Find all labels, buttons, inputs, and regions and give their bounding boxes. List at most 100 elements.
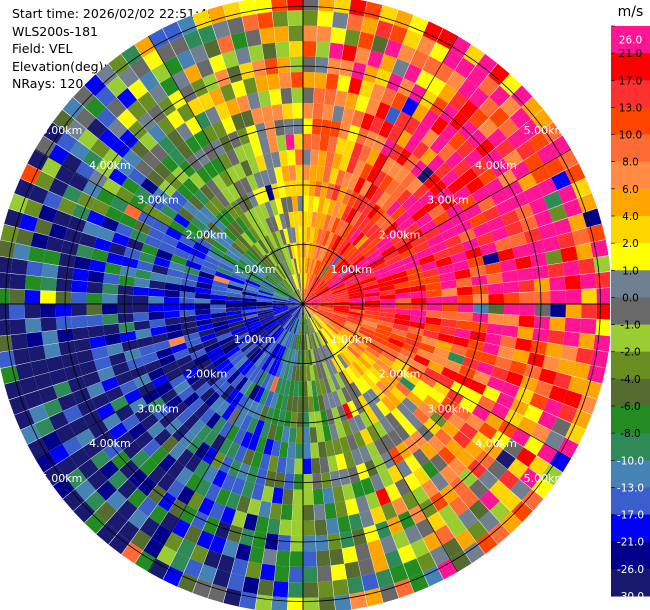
range-gate <box>375 380 391 396</box>
range-gate <box>303 396 309 413</box>
range-gate <box>160 511 180 532</box>
range-gate <box>321 247 331 263</box>
range-gate <box>371 554 389 573</box>
range-gate <box>338 371 350 387</box>
range-gate <box>341 243 355 258</box>
range-gate <box>432 211 451 227</box>
range-gate <box>458 365 477 380</box>
range-gate <box>203 549 222 569</box>
range-gate <box>401 491 419 511</box>
range-gate <box>551 417 572 437</box>
range-gate <box>307 334 313 350</box>
range-gate <box>311 333 318 349</box>
range-gate <box>367 253 384 266</box>
range-gate <box>254 386 266 403</box>
range-gate <box>435 187 453 204</box>
range-gate <box>486 323 503 336</box>
colorbar-tick-label: -4.0 <box>620 374 641 386</box>
range-gate <box>429 491 449 512</box>
range-gate <box>467 256 485 269</box>
range-gate <box>353 379 367 395</box>
range-gate <box>265 374 276 391</box>
range-gate <box>279 378 287 395</box>
range-gate <box>331 313 348 321</box>
range-gate <box>387 260 404 271</box>
range-gate <box>580 318 597 335</box>
range-gate <box>317 294 333 300</box>
range-gate <box>457 304 474 313</box>
range-gate <box>359 428 374 446</box>
range-gate <box>452 430 472 449</box>
range-gate <box>372 420 388 438</box>
range-gate <box>306 226 311 243</box>
range-gate <box>378 120 394 139</box>
range-gate <box>334 90 348 108</box>
colorbar-tick-label: -6.0 <box>620 401 641 413</box>
range-gate <box>396 459 413 478</box>
range-gate <box>542 235 561 253</box>
range-gate <box>293 318 299 334</box>
range-gate <box>495 138 516 159</box>
range-gate <box>244 364 258 380</box>
range-gate <box>245 345 260 359</box>
range-gate <box>303 257 306 274</box>
range-gate <box>220 384 235 401</box>
range-gate <box>389 332 406 343</box>
range-gate <box>319 362 327 379</box>
range-gate <box>349 306 365 311</box>
range-gate <box>303 304 318 311</box>
range-gate <box>448 91 469 112</box>
range-gate <box>327 135 339 153</box>
range-gate <box>403 153 420 172</box>
range-gate <box>205 483 222 502</box>
range-gate <box>351 528 368 546</box>
range-gate <box>519 304 535 316</box>
range-gate <box>439 325 456 336</box>
range-gate <box>208 502 226 521</box>
range-gate <box>331 235 342 251</box>
range-gate <box>510 160 531 180</box>
range-gate <box>439 103 459 124</box>
range-gate <box>43 464 66 486</box>
range-gate <box>563 390 583 409</box>
range-gate <box>395 292 412 299</box>
range-gate <box>471 275 488 286</box>
range-gate <box>486 272 503 285</box>
range-gate <box>533 316 551 330</box>
range-gate <box>549 317 566 332</box>
range-gate <box>444 359 462 373</box>
range-gate <box>96 522 118 545</box>
range-gate <box>312 473 323 490</box>
range-gate <box>292 489 303 506</box>
range-gate <box>310 276 319 291</box>
range-gate <box>202 516 220 536</box>
range-gate <box>393 281 410 290</box>
range-gate <box>370 257 386 269</box>
range-gate <box>413 240 431 254</box>
range-gate <box>139 517 160 538</box>
range-gate <box>283 316 294 329</box>
range-gate <box>121 542 143 564</box>
range-gate <box>225 388 240 405</box>
range-gate <box>499 74 522 96</box>
range-gate <box>349 252 363 265</box>
range-gate <box>255 515 270 534</box>
range-gate <box>279 519 292 536</box>
range-gate <box>531 423 552 443</box>
range-gate <box>206 372 223 387</box>
range-gate <box>332 438 343 456</box>
range-gate <box>56 456 78 477</box>
range-gate <box>295 443 303 459</box>
range-gate <box>401 397 418 414</box>
range-gate <box>293 334 299 350</box>
range-gate <box>340 329 355 341</box>
range-gate <box>303 41 317 57</box>
range-gate <box>283 363 291 380</box>
range-gate <box>179 505 198 525</box>
range-gate <box>416 166 435 184</box>
range-gate <box>314 519 328 536</box>
range-gate <box>375 20 394 39</box>
range-gate <box>375 520 392 540</box>
range-gate <box>117 479 138 500</box>
range-gate <box>454 57 476 79</box>
